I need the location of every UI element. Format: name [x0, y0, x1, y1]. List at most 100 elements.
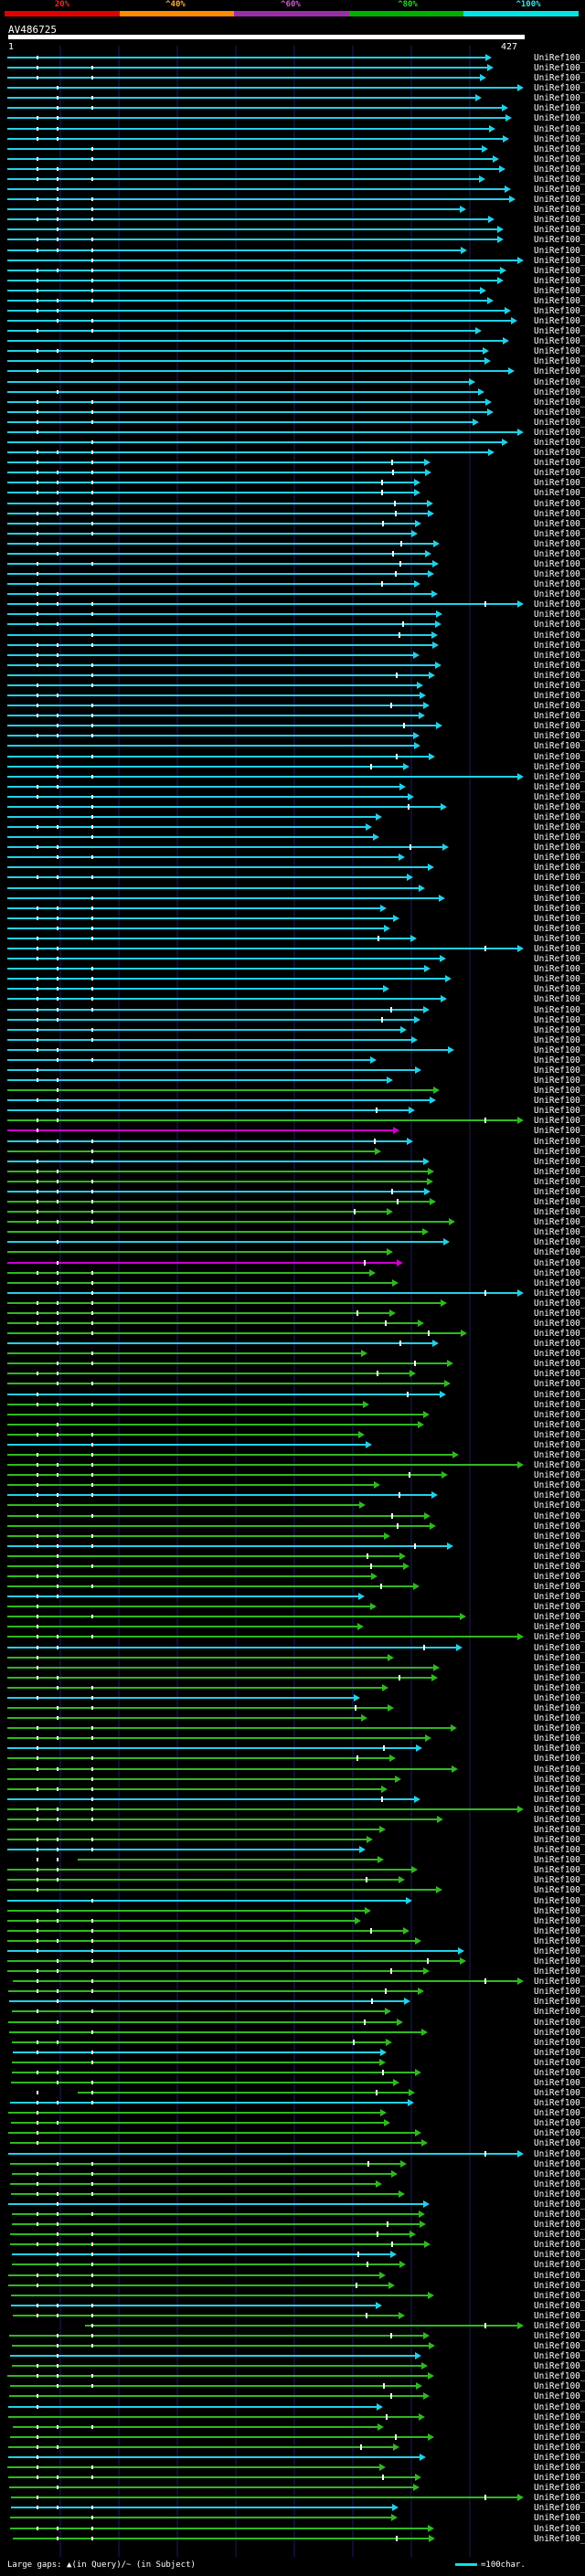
hit-label[interactable]: UniRef100_A0Q263 — [534, 1035, 585, 1045]
hit-label[interactable]: UniRef100_Q6X0Q1 — [534, 782, 585, 792]
hit-row[interactable] — [11, 2504, 399, 2511]
hit-row[interactable] — [7, 1340, 439, 1347]
hit-label[interactable]: UniRef100_C7EWL6 — [534, 1207, 585, 1217]
hit-row[interactable] — [7, 196, 516, 203]
hit-label[interactable]: UniRef100_Q9SXS0 — [534, 164, 585, 175]
hit-row[interactable] — [7, 165, 505, 173]
hit-label[interactable]: UniRef100_Q6ZM00 — [534, 1005, 585, 1015]
hit-row[interactable] — [7, 1967, 430, 1975]
hit-row[interactable] — [7, 712, 425, 719]
hit-label[interactable]: UniRef100_A41407 — [534, 2159, 585, 2169]
hit-label[interactable]: UniRef100_Q9WVW0 — [534, 2503, 585, 2513]
hit-row[interactable] — [8, 2019, 403, 2026]
hit-row[interactable] — [7, 783, 406, 790]
hit-row[interactable] — [7, 1076, 393, 1084]
hit-row[interactable] — [7, 1158, 430, 1165]
hit-label[interactable]: UniRef100_B0REK5 — [534, 1532, 585, 1542]
hit-label[interactable]: UniRef100_Q6QN69 — [534, 964, 585, 974]
hit-label[interactable]: UniRef100_UP1000.. — [534, 1197, 585, 1207]
hit-label[interactable]: UniRef100_Q96ZD4 — [534, 2443, 585, 2453]
hit-row[interactable] — [7, 813, 382, 821]
hit-label[interactable]: UniRef100_B8T008 — [534, 1349, 585, 1359]
hit-label[interactable]: UniRef100_B7EZL4 — [534, 843, 585, 853]
hit-row[interactable] — [7, 1553, 406, 1560]
hit-label[interactable]: UniRef100_Q5KS14 — [534, 1956, 585, 1966]
hit-label[interactable]: UniRef100_Q5I1E1 — [534, 2433, 585, 2443]
hit-label[interactable]: UniRef100_A8C1U6 — [534, 1390, 585, 1400]
hit-row[interactable] — [7, 1501, 366, 1509]
hit-label[interactable]: UniRef100_B4HU76 — [534, 2028, 585, 2038]
hit-label[interactable]: UniRef100_Q5F2D6 — [534, 1309, 585, 1319]
hit-row[interactable] — [7, 449, 495, 456]
hit-label[interactable]: UniRef100_A4WUJ3 — [534, 569, 585, 579]
hit-row[interactable] — [12, 2008, 391, 2015]
hit-row[interactable] — [7, 520, 421, 527]
hit-label[interactable]: UniRef100_Q9W711 — [534, 589, 585, 599]
hit-label[interactable]: UniRef100_Q8B656 — [534, 792, 585, 802]
hit-label[interactable]: UniRef100_UP1000.. — [534, 641, 585, 651]
hit-label[interactable]: UniRef100_B4IZ80 — [534, 2048, 585, 2058]
hit-label[interactable]: UniRef100_Q6Y618 — [534, 1713, 585, 1723]
hit-label[interactable]: UniRef100_C5XTW1 — [534, 286, 585, 296]
hit-row[interactable] — [7, 702, 430, 709]
hit-label[interactable]: UniRef100_C5GGJ3 — [534, 1612, 585, 1622]
hit-row[interactable] — [7, 54, 492, 61]
hit-label[interactable]: UniRef100_A4QV51 — [534, 1785, 585, 1795]
hit-label[interactable]: UniRef100_Q4EEB0 — [534, 822, 585, 832]
hit-row[interactable] — [10, 2433, 434, 2441]
hit-label[interactable]: UniRef100_B8B0Z2 — [534, 539, 585, 549]
hit-row[interactable] — [8, 2200, 430, 2208]
hit-row[interactable] — [13, 2535, 435, 2542]
hit-row[interactable] — [7, 408, 494, 416]
hit-label[interactable]: UniRef100_B2B5F4 — [534, 1602, 585, 1612]
hit-row[interactable] — [7, 1066, 421, 1074]
hit-label[interactable]: UniRef100_B2AEC3 — [534, 1521, 585, 1532]
hit-label[interactable]: UniRef100_Q6L4F8 — [534, 458, 585, 468]
hit-label[interactable]: UniRef100_UP1000.. — [534, 651, 585, 661]
hit-label[interactable]: UniRef100_A4S0N0 — [534, 529, 585, 539]
hit-label[interactable]: UniRef100_C5MFL3 — [534, 2189, 585, 2200]
hit-row[interactable] — [9, 2392, 430, 2400]
hit-label[interactable]: UniRef100_UP1000.. — [534, 631, 585, 641]
hit-row[interactable] — [7, 995, 447, 1002]
hit-row[interactable] — [7, 1421, 424, 1428]
hit-label[interactable]: UniRef100_C8YZ71 — [534, 53, 585, 63]
hit-row[interactable] — [7, 965, 431, 972]
hit-row[interactable] — [7, 297, 494, 304]
hit-label[interactable]: UniRef100_Q9LV28 — [534, 185, 585, 195]
hit-label[interactable]: UniRef100_C5YY64 — [534, 377, 585, 387]
hit-row[interactable] — [8, 2454, 426, 2461]
hit-label[interactable]: UniRef100_B9I134 — [534, 954, 585, 964]
hit-label[interactable]: UniRef100_P49026 — [534, 256, 585, 266]
hit-row[interactable] — [7, 1269, 376, 1277]
hit-label[interactable]: UniRef100_C1C1N4 — [534, 752, 585, 762]
hit-label[interactable]: UniRef100_Q2GUD1 — [534, 1744, 585, 1754]
hit-row[interactable] — [7, 337, 509, 345]
hit-row[interactable] — [7, 1208, 393, 1215]
hit-label[interactable]: UniRef100_A9NWJ9 — [534, 428, 585, 438]
hit-label[interactable]: UniRef100_Q8E4T1 — [534, 711, 585, 721]
hit-label[interactable]: UniRef100_Q24076 — [534, 93, 585, 103]
hit-row[interactable] — [7, 1957, 466, 1965]
hit-label[interactable]: UniRef100_B0Y4S9 — [534, 1643, 585, 1653]
hit-row[interactable] — [7, 590, 438, 598]
hit-row[interactable] — [7, 1796, 420, 1803]
hit-label[interactable]: UniRef100_C1MZG8 — [534, 509, 585, 519]
hit-row[interactable] — [7, 479, 420, 486]
hit-row[interactable] — [7, 1704, 394, 1712]
hit-row[interactable] — [7, 1471, 448, 1479]
hit-label[interactable]: UniRef100_B3NGP5 — [534, 1339, 585, 1349]
hit-label[interactable]: UniRef100_C7DDD7 — [534, 2473, 585, 2483]
hit-row[interactable] — [7, 1198, 436, 1205]
hit-row[interactable] — [7, 175, 485, 183]
hit-label[interactable]: UniRef100_A9LST1 — [534, 1258, 585, 1268]
hit-row[interactable] — [7, 1107, 415, 1114]
hit-label[interactable]: UniRef100_Q5S659 — [534, 2422, 585, 2433]
hit-label[interactable]: UniRef100_A7QDY2 — [534, 296, 585, 306]
hit-row[interactable] — [7, 510, 434, 517]
hit-row[interactable] — [7, 662, 441, 669]
hit-row[interactable] — [7, 1451, 459, 1458]
hit-row[interactable] — [7, 1026, 407, 1034]
hit-label[interactable]: UniRef100_A7LH42 — [534, 2149, 585, 2159]
hit-row[interactable] — [7, 1006, 430, 1013]
